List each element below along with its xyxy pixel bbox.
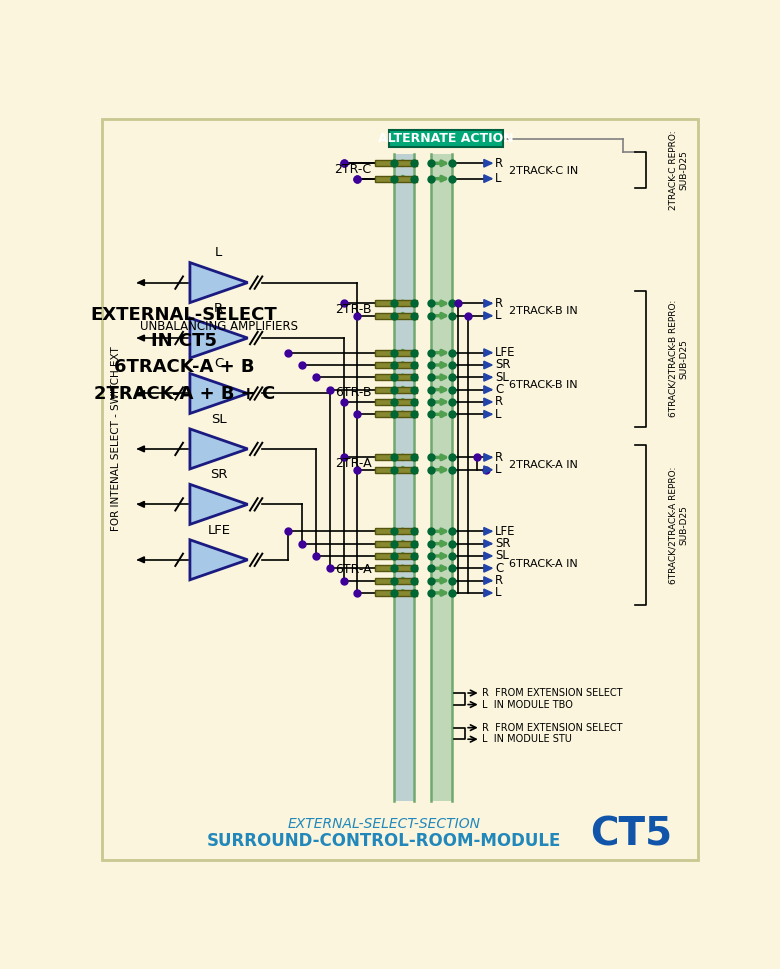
Bar xyxy=(375,467,417,473)
Polygon shape xyxy=(190,373,248,414)
Text: R: R xyxy=(495,157,503,170)
Text: C: C xyxy=(215,358,223,370)
Text: SL: SL xyxy=(495,549,509,562)
Polygon shape xyxy=(484,589,492,597)
Polygon shape xyxy=(190,484,248,524)
Text: L: L xyxy=(495,172,502,185)
Text: LFE: LFE xyxy=(495,525,516,538)
Text: L: L xyxy=(215,246,222,260)
Bar xyxy=(431,154,452,800)
Text: SR: SR xyxy=(495,537,511,550)
Bar xyxy=(375,590,417,596)
Polygon shape xyxy=(138,391,144,396)
Polygon shape xyxy=(138,335,144,341)
Bar xyxy=(375,300,417,306)
Bar xyxy=(375,411,417,418)
Text: 2TRACK-A IN: 2TRACK-A IN xyxy=(509,460,578,470)
Polygon shape xyxy=(138,280,144,286)
Polygon shape xyxy=(138,557,144,563)
Polygon shape xyxy=(484,373,492,381)
Text: 6TR-B: 6TR-B xyxy=(335,387,371,399)
Text: 6TRACK-B IN: 6TRACK-B IN xyxy=(509,380,578,390)
Bar xyxy=(375,387,417,392)
Text: R: R xyxy=(495,297,503,310)
Polygon shape xyxy=(484,552,492,560)
Text: R  FROM EXTENSION SELECT: R FROM EXTENSION SELECT xyxy=(482,723,622,733)
Polygon shape xyxy=(484,411,492,418)
Polygon shape xyxy=(484,527,492,535)
Text: ALTERNATE ACTION: ALTERNATE ACTION xyxy=(378,132,514,145)
Polygon shape xyxy=(484,299,492,307)
Text: 6TRACK/2TRACK-B REPRO:
SUB-D25: 6TRACK/2TRACK-B REPRO: SUB-D25 xyxy=(668,300,688,418)
Bar xyxy=(375,399,417,405)
Bar xyxy=(375,374,417,381)
Text: C: C xyxy=(495,562,503,575)
Polygon shape xyxy=(190,263,248,302)
Text: L: L xyxy=(495,309,502,323)
Polygon shape xyxy=(190,540,248,579)
Polygon shape xyxy=(484,174,492,182)
Text: 2TRACK-C REPRO:
SUB-D25: 2TRACK-C REPRO: SUB-D25 xyxy=(668,131,688,210)
Text: LFE: LFE xyxy=(207,523,230,537)
Text: SURROUND-CONTROL-ROOM-MODULE: SURROUND-CONTROL-ROOM-MODULE xyxy=(207,831,562,850)
Text: L: L xyxy=(495,408,502,421)
Bar xyxy=(375,175,417,182)
Bar xyxy=(375,160,417,167)
Text: L: L xyxy=(495,463,502,476)
Text: R: R xyxy=(495,395,503,409)
Text: SR: SR xyxy=(210,468,228,482)
Polygon shape xyxy=(484,565,492,572)
Text: L  IN MODULE STU: L IN MODULE STU xyxy=(482,735,572,744)
Text: R: R xyxy=(495,451,503,464)
Text: L  IN MODULE TBO: L IN MODULE TBO xyxy=(482,700,573,709)
Text: R  FROM EXTENSION SELECT: R FROM EXTENSION SELECT xyxy=(482,688,622,698)
Polygon shape xyxy=(138,446,144,452)
Text: EXTERNAL-SELECT-SECTION: EXTERNAL-SELECT-SECTION xyxy=(288,817,480,830)
Text: L: L xyxy=(495,586,502,600)
Text: 6TR-A: 6TR-A xyxy=(335,563,371,577)
Text: 2TRACK-B IN: 2TRACK-B IN xyxy=(509,306,578,316)
Polygon shape xyxy=(484,453,492,461)
Bar xyxy=(375,454,417,460)
Text: 6TRACK/2TRACK-A REPRO:
SUB-D25: 6TRACK/2TRACK-A REPRO: SUB-D25 xyxy=(668,466,688,584)
Bar xyxy=(389,130,503,147)
Bar xyxy=(395,154,413,800)
Text: 2TR-A: 2TR-A xyxy=(335,457,371,470)
Text: SR: SR xyxy=(495,359,511,371)
Text: SL: SL xyxy=(211,413,227,425)
Polygon shape xyxy=(484,398,492,406)
Bar xyxy=(375,541,417,547)
Text: R: R xyxy=(215,302,223,315)
Text: EXTERNAL-SELECT
IN CT5
6TRACK-A + B
2TRACK-A + B + C: EXTERNAL-SELECT IN CT5 6TRACK-A + B 2TRA… xyxy=(90,305,278,403)
Bar xyxy=(375,565,417,572)
Bar xyxy=(375,528,417,534)
Text: R: R xyxy=(495,574,503,587)
Text: C: C xyxy=(495,383,503,396)
Text: SL: SL xyxy=(495,371,509,384)
Polygon shape xyxy=(484,160,492,167)
Polygon shape xyxy=(484,386,492,393)
Polygon shape xyxy=(484,349,492,357)
Text: 2TR-B: 2TR-B xyxy=(335,303,371,316)
Bar xyxy=(375,578,417,583)
Polygon shape xyxy=(484,540,492,547)
Bar xyxy=(375,361,417,368)
Text: 2TR-C: 2TR-C xyxy=(334,163,371,176)
Polygon shape xyxy=(484,577,492,584)
Bar xyxy=(375,313,417,319)
Polygon shape xyxy=(484,312,492,320)
Bar xyxy=(375,553,417,559)
Text: FOR INTENAL SELECT - SWITCH EXT: FOR INTENAL SELECT - SWITCH EXT xyxy=(112,347,122,531)
Bar xyxy=(375,350,417,356)
Polygon shape xyxy=(484,361,492,369)
Polygon shape xyxy=(138,501,144,508)
Polygon shape xyxy=(190,318,248,359)
Polygon shape xyxy=(190,429,248,469)
Text: UNBALANCING AMPLIFIERS: UNBALANCING AMPLIFIERS xyxy=(140,320,298,332)
Polygon shape xyxy=(484,466,492,474)
Text: CT5: CT5 xyxy=(590,816,672,854)
Text: LFE: LFE xyxy=(495,346,516,359)
Text: 6TRACK-A IN: 6TRACK-A IN xyxy=(509,559,578,569)
Text: 2TRACK-C IN: 2TRACK-C IN xyxy=(509,166,578,176)
